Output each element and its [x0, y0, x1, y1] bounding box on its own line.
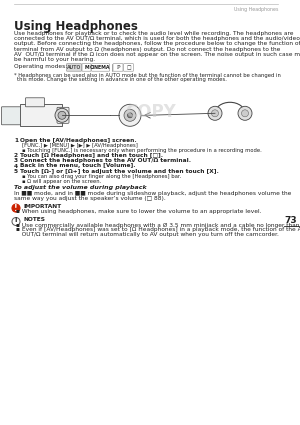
- Text: Use headphones for playback or to check the audio level while recording. The hea: Use headphones for playback or to check …: [14, 31, 293, 36]
- Text: Touch [Ω Headphones] and then touch [□].: Touch [Ω Headphones] and then touch [□].: [20, 153, 163, 158]
- Text: 4: 4: [14, 164, 18, 168]
- FancyBboxPatch shape: [67, 64, 82, 71]
- Circle shape: [128, 113, 133, 118]
- Text: IMPORTANT: IMPORTANT: [23, 204, 61, 209]
- Text: !: !: [14, 204, 18, 212]
- Text: OUT/Ω terminal will return automatically to AV output when you turn off the camc: OUT/Ω terminal will return automatically…: [16, 232, 279, 237]
- Text: M: M: [84, 65, 89, 70]
- Circle shape: [238, 106, 252, 120]
- Text: 1: 1: [14, 138, 18, 143]
- Text: ▪ You can also drag your finger along the [Headphones] bar.: ▪ You can also drag your finger along th…: [22, 174, 181, 179]
- Text: Operating modes:: Operating modes:: [14, 64, 67, 69]
- Text: ▪ When using headphones, make sure to lower the volume to an appropriate level.: ▪ When using headphones, make sure to lo…: [16, 209, 262, 214]
- FancyBboxPatch shape: [124, 64, 134, 71]
- Text: □: □: [126, 65, 131, 70]
- Polygon shape: [20, 104, 62, 126]
- Text: Connect the headphones to the AV OUT/Ω terminal.: Connect the headphones to the AV OUT/Ω t…: [20, 158, 191, 163]
- Text: Using Headphones: Using Headphones: [14, 20, 138, 33]
- Text: ▪ Ω will appear on the screen.: ▪ Ω will appear on the screen.: [22, 178, 101, 184]
- Text: 5: 5: [14, 169, 18, 174]
- FancyBboxPatch shape: [57, 107, 69, 123]
- Text: * Headphones can be used also in AUTO mode but the function of the terminal cann: * Headphones can be used also in AUTO mo…: [14, 73, 281, 78]
- Circle shape: [208, 106, 222, 120]
- Circle shape: [124, 109, 136, 121]
- FancyBboxPatch shape: [113, 64, 123, 71]
- Text: In ■■ mode, and in ■■ mode during slideshow playback, adjust the headphones volu: In ■■ mode, and in ■■ mode during slides…: [14, 191, 291, 196]
- Text: be harmful to your hearing.: be harmful to your hearing.: [14, 57, 95, 62]
- FancyBboxPatch shape: [82, 64, 91, 71]
- Text: Back in the menu, touch [Volume].: Back in the menu, touch [Volume].: [20, 164, 136, 168]
- Text: Touch [Ω-] or [Ω+] to adjust the volume and then touch [X].: Touch [Ω-] or [Ω+] to adjust the volume …: [20, 169, 219, 174]
- Circle shape: [212, 110, 218, 117]
- Text: 73: 73: [285, 215, 297, 224]
- Text: ▪ Even if [AV/Headphones] was set to [Ω Headphones] in a playback mode, the func: ▪ Even if [AV/Headphones] was set to [Ω …: [16, 227, 300, 232]
- Circle shape: [12, 204, 20, 212]
- Text: Open the [AV/Headphones] screen.: Open the [AV/Headphones] screen.: [20, 138, 136, 143]
- Text: 3: 3: [14, 158, 18, 163]
- Text: i: i: [15, 217, 17, 223]
- Text: CINEMA: CINEMA: [90, 65, 111, 70]
- FancyBboxPatch shape: [26, 98, 44, 107]
- Text: AUTO: AUTO: [67, 65, 81, 70]
- Text: COPY: COPY: [124, 103, 176, 121]
- Text: same way you adjust the speaker’s volume (□ 88).: same way you adjust the speaker’s volume…: [14, 196, 166, 201]
- Text: terminal from AV output to Ω (headphones) output. Do not connect the headphones : terminal from AV output to Ω (headphones…: [14, 47, 280, 51]
- Text: this mode. Change the setting in advance in one of the other operating modes.: this mode. Change the setting in advance…: [17, 77, 227, 82]
- Circle shape: [12, 218, 20, 226]
- Text: NOTES: NOTES: [23, 218, 45, 223]
- FancyBboxPatch shape: [92, 64, 110, 71]
- FancyBboxPatch shape: [2, 107, 20, 125]
- Circle shape: [55, 108, 69, 122]
- Text: To adjust the volume during playback: To adjust the volume during playback: [14, 185, 147, 190]
- Text: [FUNC.] ▶ [MENU] ▶ [▶] ▶ [AV/Headphones]: [FUNC.] ▶ [MENU] ▶ [▶] ▶ [AV/Headphones]: [22, 144, 138, 148]
- Text: output. Before connecting the headphones, follow the procedure below to change t: output. Before connecting the headphones…: [14, 41, 300, 46]
- Circle shape: [242, 110, 248, 117]
- Text: ▪ Use commercially available headphones with a Ø 3.5 mm minijack and a cable no : ▪ Use commercially available headphones …: [16, 223, 300, 228]
- Circle shape: [58, 111, 66, 119]
- Text: 2: 2: [14, 153, 18, 158]
- Text: ▪ Touching [FUNC.] is necessary only when performing the procedure in a recordin: ▪ Touching [FUNC.] is necessary only whe…: [22, 148, 262, 153]
- Text: Using Headphones: Using Headphones: [234, 7, 278, 12]
- Text: AV  OUT/Ω terminal if the Ω icon does not appear on the screen. The noise output: AV OUT/Ω terminal if the Ω icon does not…: [14, 52, 300, 57]
- Text: ℙ: ℙ: [116, 65, 120, 70]
- Text: connected to the AV OUT/Ω terminal, which is used for both the headphones and th: connected to the AV OUT/Ω terminal, whic…: [14, 36, 300, 41]
- Circle shape: [119, 104, 141, 126]
